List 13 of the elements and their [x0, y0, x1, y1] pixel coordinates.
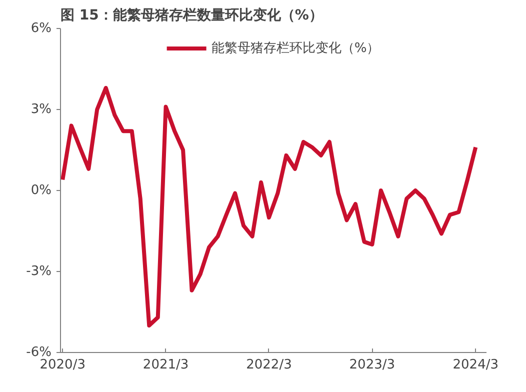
- y-tick-label: 0%: [30, 183, 52, 198]
- chart-title: 图 15：能繁母猪存栏数量环比变化（%）: [60, 6, 323, 24]
- x-tick-label: 2024/3: [452, 358, 499, 372]
- x-tick-label: 2020/3: [40, 358, 86, 372]
- y-tick-label: -6%: [26, 345, 52, 360]
- line-series: [60, 86, 478, 328]
- y-tick-label: -3%: [26, 264, 52, 279]
- x-tick-label: 2021/3: [142, 358, 189, 372]
- x-tick-label: 2022/3: [246, 358, 292, 372]
- y-tick-label: 6%: [30, 21, 52, 36]
- y-tick-label: 3%: [30, 102, 52, 117]
- legend-label: 能繁母猪存栏环比变化（%）: [211, 40, 380, 57]
- x-tick-label: 2023/3: [349, 358, 396, 372]
